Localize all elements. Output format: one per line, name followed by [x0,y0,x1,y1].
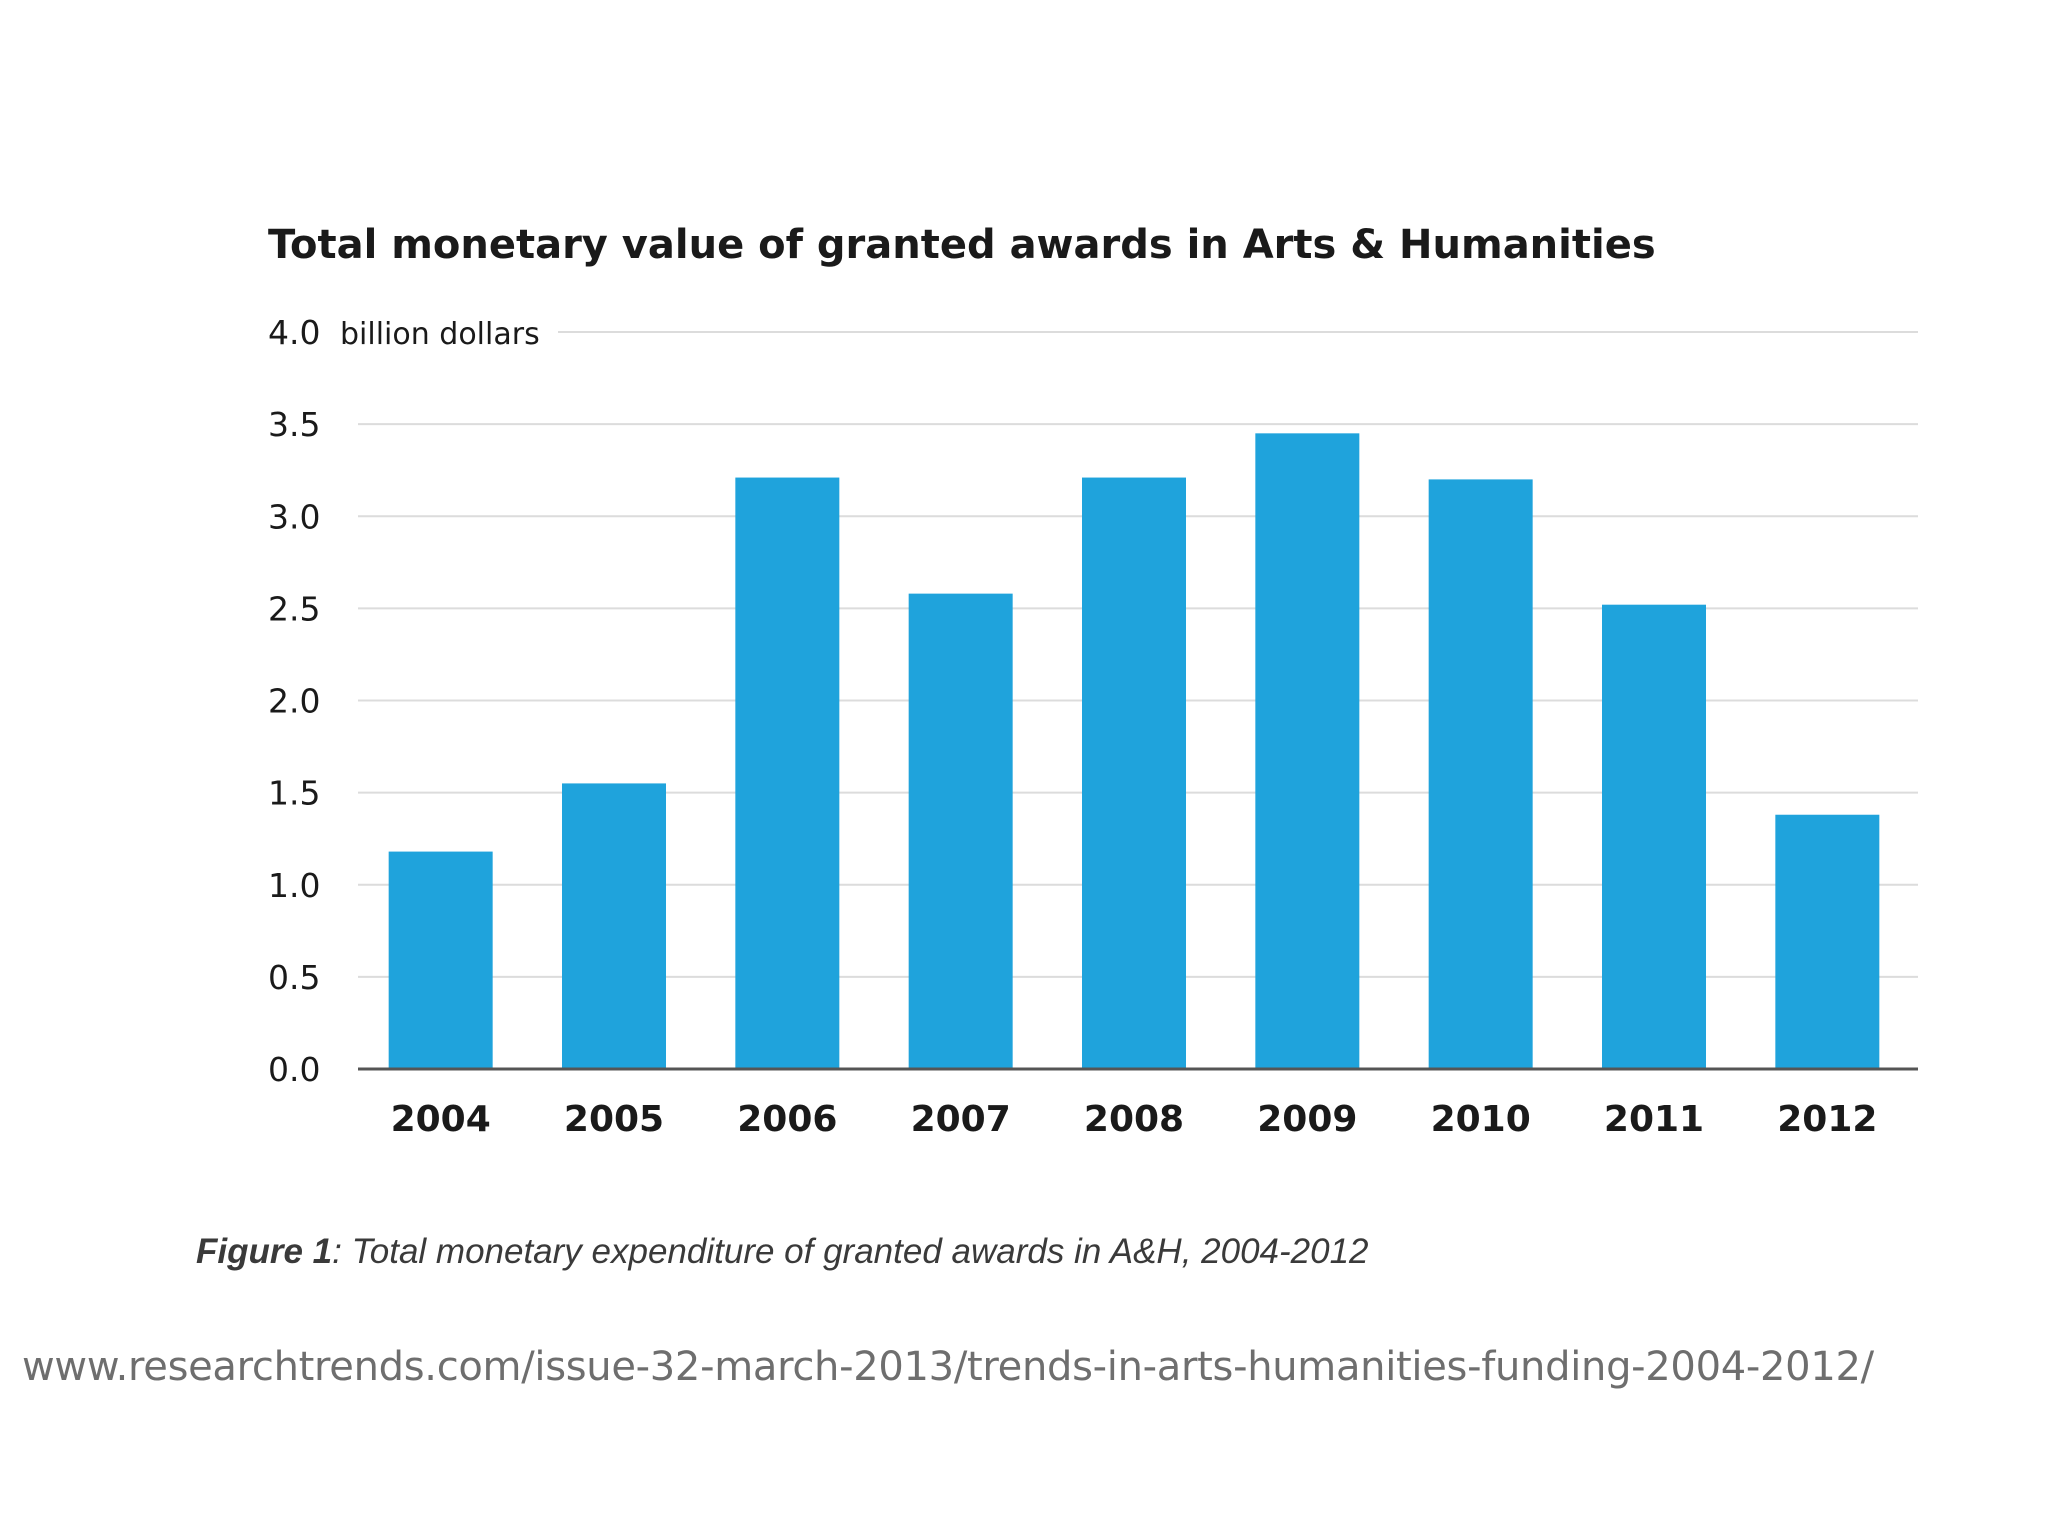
y-unit-label: billion dollars [340,317,540,352]
bar-2004 [388,851,493,1069]
y-tick-label: 4.0 [268,313,320,352]
y-tick-label: 3.0 [268,497,320,536]
x-tick-label: 2011 [1604,1099,1704,1140]
bar-2006 [735,477,840,1069]
y-tick-label: 2.0 [268,682,320,721]
y-axis-ticks: 0.0 0.5 1.0 1.5 2.0 2.5 3.0 3.5 4.0 billion dolla… [268,313,540,1089]
y-tick-label: 0.0 [268,1050,320,1089]
y-tick-label: 1.0 [268,866,320,905]
x-tick-label: 2006 [737,1099,837,1140]
y-tick-label: 0.5 [268,958,320,997]
x-tick-label: 2012 [1777,1099,1877,1140]
x-axis-ticks: 2004 2005 2006 2007 2008 2009 2010 2011 2012 [391,1099,1878,1140]
x-tick-label: 2007 [911,1099,1011,1140]
bar-2008 [1082,477,1186,1069]
bar-2010 [1428,479,1533,1069]
bar-chart: Total monetary value of granted awards i… [268,222,1918,1140]
bar-2005 [562,783,666,1069]
bar-2007 [908,593,1013,1069]
y-tick-label: 1.5 [268,774,320,813]
x-tick-label: 2008 [1084,1099,1184,1140]
figure-caption: Figure 1: Total monetary expenditure of … [196,1232,1369,1272]
x-tick-label: 2004 [391,1099,491,1140]
bar-2012 [1775,814,1880,1069]
bars [388,433,1880,1069]
chart-title: Total monetary value of granted awards i… [268,222,1656,268]
source-url: www.researchtrends.com/issue-32-march-20… [22,1344,1874,1390]
x-tick-label: 2009 [1257,1099,1357,1140]
x-tick-label: 2010 [1431,1099,1531,1140]
x-tick-label: 2005 [564,1099,664,1140]
y-tick-label: 3.5 [268,405,320,444]
y-tick-label: 2.5 [268,589,320,628]
bar-2011 [1602,604,1706,1069]
bar-2009 [1255,433,1360,1069]
caption-text: : Total monetary expenditure of granted … [332,1232,1369,1271]
caption-label: Figure 1 [196,1232,333,1271]
